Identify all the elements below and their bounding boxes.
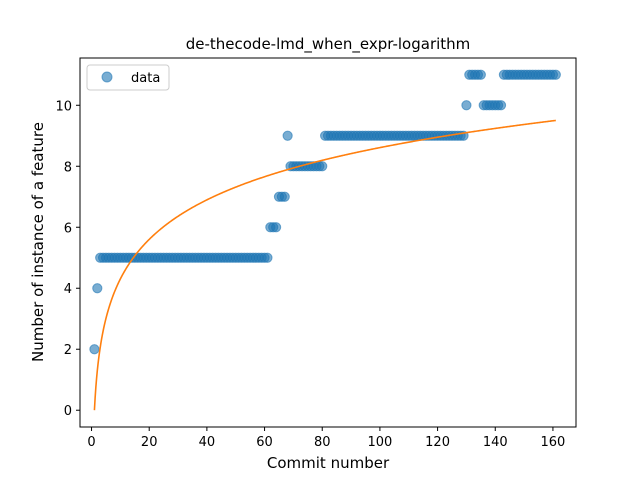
data-point <box>89 344 100 355</box>
data-point <box>92 283 103 294</box>
x-tick-label: 120 <box>425 435 450 450</box>
x-axis: 0 20 40 60 80 100 120 140 160 <box>87 427 565 450</box>
legend: data <box>86 64 170 91</box>
data-point <box>270 222 282 233</box>
y-tick-label: 2 <box>64 343 72 358</box>
data-point <box>475 69 486 80</box>
y-axis: 0 2 4 6 8 10 <box>55 99 80 419</box>
x-tick-label: 160 <box>541 435 566 450</box>
plot-area <box>89 69 561 411</box>
x-axis-label: Commit number <box>267 454 390 472</box>
x-tick-label: 0 <box>87 435 95 450</box>
y-tick-label: 0 <box>64 404 72 419</box>
data-point <box>495 100 507 111</box>
fit-line <box>93 119 556 411</box>
y-tick-label: 10 <box>55 99 72 114</box>
data-point <box>461 100 472 111</box>
data-point <box>282 130 293 141</box>
data-point <box>279 191 290 202</box>
x-tick-label: 20 <box>141 435 158 450</box>
legend-marker-data <box>101 71 113 83</box>
x-tick-label: 100 <box>367 435 392 450</box>
data-point <box>262 252 273 263</box>
chart-title: de-thecode-lmd_when_expr-logarithm <box>186 35 471 54</box>
x-tick-label: 60 <box>256 435 273 450</box>
legend-label-data: data <box>131 71 160 86</box>
data-point <box>317 161 328 172</box>
y-tick-label: 4 <box>64 282 72 297</box>
data-point <box>550 69 561 80</box>
legend-box <box>86 64 170 91</box>
x-tick-label: 140 <box>483 435 508 450</box>
x-tick-label: 80 <box>314 435 331 450</box>
y-tick-label: 8 <box>64 160 72 175</box>
x-tick-label: 40 <box>199 435 216 450</box>
y-axis-label: Number of instance of a feature <box>29 122 47 362</box>
y-tick-label: 6 <box>64 221 72 236</box>
axes-frame <box>79 57 577 428</box>
data-points <box>89 69 561 355</box>
